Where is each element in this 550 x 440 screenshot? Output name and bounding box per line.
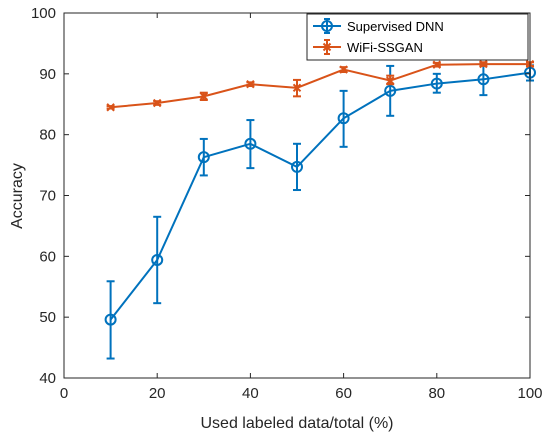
series-line-1 — [110, 63, 530, 109]
x-tick-label-4: 80 — [428, 385, 445, 402]
point-1-3-b — [246, 79, 255, 89]
legend-marker-1 — [322, 42, 332, 52]
point-0-1 — [151, 253, 164, 266]
point-1-1 — [152, 98, 162, 108]
y-tick-label-3: 70 — [39, 188, 56, 205]
legend-marker-1-b — [322, 42, 332, 52]
x-tick-label-0: 0 — [60, 385, 68, 402]
x-tick-label-1: 20 — [149, 385, 166, 402]
point-0-7 — [430, 77, 443, 90]
point-0-2 — [197, 151, 210, 164]
point-1-5 — [339, 65, 348, 74]
x-axis-label: Used labeled data/total (%) — [201, 415, 394, 432]
ticks-layer: 0 20 40 60 80 100 40 50 60 70 80 90 100 — [31, 5, 543, 402]
point-0-3 — [244, 137, 257, 150]
series-0 — [104, 63, 536, 360]
point-1-6 — [385, 76, 395, 85]
point-1-0-b — [106, 103, 115, 112]
point-0-4 — [291, 160, 303, 173]
y-axis-label: Accuracy — [9, 163, 26, 229]
y-tick-label-0: 40 — [39, 370, 56, 387]
point-1-8-b — [479, 59, 488, 69]
point-1-3 — [246, 79, 255, 89]
x-tick-label-3: 60 — [335, 385, 352, 402]
legend-box — [306, 13, 529, 61]
plot-area — [64, 13, 530, 378]
point-1-7-b — [432, 60, 442, 69]
point-1-7 — [432, 60, 442, 69]
y-tick-label-6: 100 — [31, 5, 56, 22]
legend-marker-0 — [321, 20, 333, 32]
point-1-2 — [199, 92, 209, 101]
point-1-1-b — [152, 98, 162, 108]
legend: Supervised DNN WiFi-SSGAN — [306, 13, 529, 61]
legend-label-1: WiFi-SSGAN — [347, 40, 423, 55]
x-tick-label-5: 100 — [517, 385, 542, 402]
y-tick-label-1: 50 — [39, 309, 56, 326]
y-tick-label-4: 80 — [39, 127, 56, 144]
point-0-8 — [477, 73, 490, 86]
point-1-4 — [292, 83, 302, 93]
legend-label-0: Supervised DNN — [347, 19, 444, 34]
point-0-0 — [104, 313, 117, 326]
point-1-8 — [479, 59, 488, 69]
point-1-4-b — [292, 83, 302, 93]
point-1-2-b — [199, 92, 209, 101]
point-0-6 — [384, 84, 397, 97]
legend-entry-0: Supervised DNN — [313, 18, 444, 34]
y-tick-label-5: 90 — [39, 66, 56, 83]
series-layer — [104, 59, 536, 360]
legend-entry-1: WiFi-SSGAN — [313, 39, 423, 55]
y-tick-label-2: 60 — [39, 248, 56, 265]
point-0-5 — [337, 112, 350, 125]
series-line-0 — [109, 71, 531, 321]
point-1-0 — [106, 103, 115, 112]
x-tick-label-2: 40 — [242, 385, 259, 402]
point-1-6-b — [385, 76, 395, 85]
point-1-5-b — [339, 65, 348, 74]
